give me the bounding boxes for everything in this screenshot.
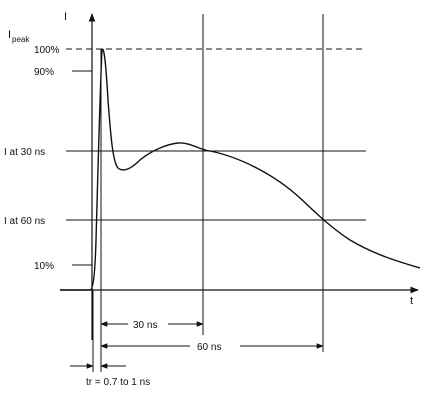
level-i60-label: I at 60 ns <box>4 216 45 227</box>
level-100-label: 100% <box>34 45 60 56</box>
x-axis-label: t <box>410 295 413 307</box>
t30-label: 30 ns <box>133 320 157 331</box>
level-i30-label: I at 30 ns <box>4 147 45 158</box>
peak-label-sub: peak <box>12 35 30 44</box>
level-90-label: 90% <box>34 67 54 78</box>
t60-label: 60 ns <box>197 342 221 353</box>
current-waveform <box>60 48 421 291</box>
level-10-label: 10% <box>34 261 54 272</box>
y-axis-label: I <box>64 11 67 23</box>
rise-time-label: tr = 0.7 to 1 ns <box>86 377 150 388</box>
peak-label-main: I <box>8 29 11 41</box>
